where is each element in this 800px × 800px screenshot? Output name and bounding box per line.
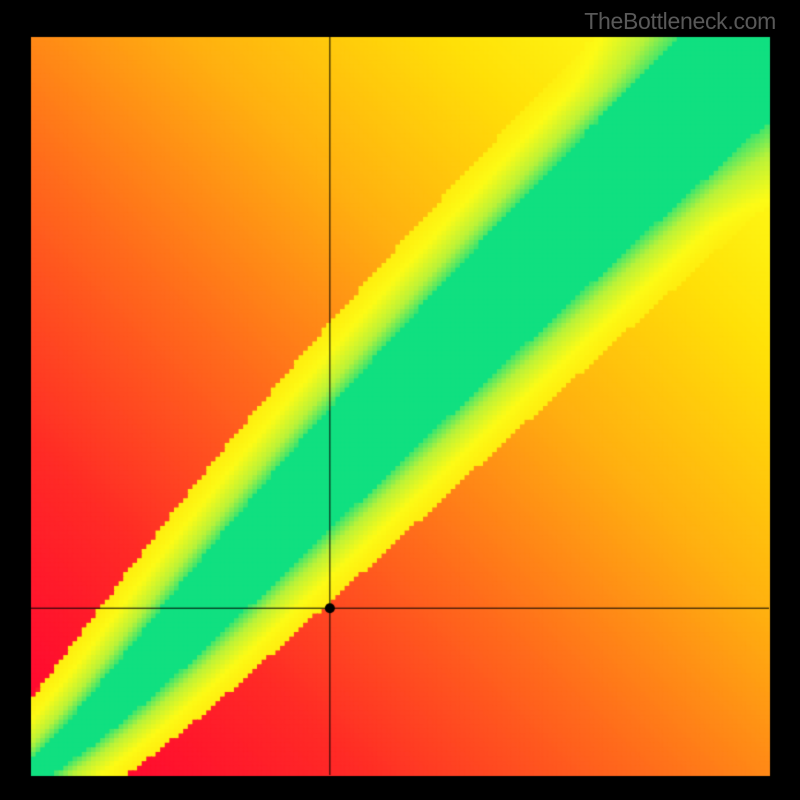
heatmap-canvas [0,0,800,800]
figure-container: TheBottleneck.com [0,0,800,800]
watermark-text: TheBottleneck.com [584,8,776,35]
